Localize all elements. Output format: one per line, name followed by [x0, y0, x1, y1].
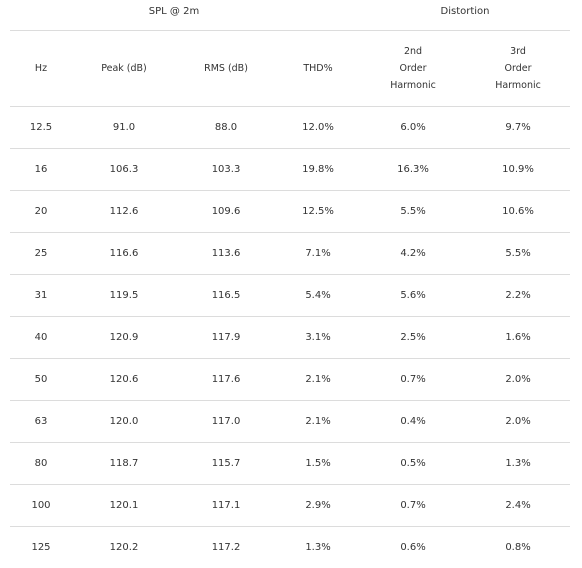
cell-hz: 63	[10, 401, 72, 443]
cell-thd: 1.5%	[276, 443, 360, 485]
cell-second-harmonic: 0.6%	[360, 527, 466, 568]
table-row: 63 120.0 117.0 2.1% 0.4% 2.0%	[10, 401, 570, 443]
table-row: 80 118.7 115.7 1.5% 0.5% 1.3%	[10, 443, 570, 485]
cell-second-harmonic: 0.7%	[360, 359, 466, 401]
group-header-spl: SPL @ 2m	[72, 0, 276, 31]
cell-thd: 2.9%	[276, 485, 360, 527]
cell-third-harmonic: 1.6%	[466, 317, 570, 359]
header-line: Order	[360, 60, 466, 77]
cell-hz: 25	[10, 233, 72, 275]
column-header-thd: THD%	[276, 31, 360, 107]
cell-peak: 91.0	[72, 107, 176, 149]
cell-third-harmonic: 10.6%	[466, 191, 570, 233]
table-row: 25 116.6 113.6 7.1% 4.2% 5.5%	[10, 233, 570, 275]
cell-rms: 117.2	[176, 527, 276, 568]
column-header-peak: Peak (dB)	[72, 31, 176, 107]
cell-peak: 120.9	[72, 317, 176, 359]
header-line: Order	[466, 60, 570, 77]
cell-second-harmonic: 6.0%	[360, 107, 466, 149]
cell-second-harmonic: 2.5%	[360, 317, 466, 359]
cell-third-harmonic: 10.9%	[466, 149, 570, 191]
header-line: 3rd	[466, 43, 570, 60]
cell-second-harmonic: 16.3%	[360, 149, 466, 191]
cell-second-harmonic: 5.5%	[360, 191, 466, 233]
cell-rms: 117.1	[176, 485, 276, 527]
table-row: 16 106.3 103.3 19.8% 16.3% 10.9%	[10, 149, 570, 191]
group-header-spacer	[276, 0, 360, 31]
table-row: 40 120.9 117.9 3.1% 2.5% 1.6%	[10, 317, 570, 359]
table-row: 125 120.2 117.2 1.3% 0.6% 0.8%	[10, 527, 570, 568]
cell-thd: 7.1%	[276, 233, 360, 275]
column-header-second-order-harmonic: 2nd Order Harmonic	[360, 31, 466, 107]
cell-rms: 117.9	[176, 317, 276, 359]
header-line: Harmonic	[466, 77, 570, 94]
cell-rms: 117.6	[176, 359, 276, 401]
cell-thd: 5.4%	[276, 275, 360, 317]
cell-peak: 120.1	[72, 485, 176, 527]
table-row: 12.5 91.0 88.0 12.0% 6.0% 9.7%	[10, 107, 570, 149]
cell-hz: 16	[10, 149, 72, 191]
cell-peak: 112.6	[72, 191, 176, 233]
cell-thd: 1.3%	[276, 527, 360, 568]
group-header-row: SPL @ 2m Distortion	[10, 0, 570, 31]
cell-thd: 2.1%	[276, 359, 360, 401]
cell-second-harmonic: 0.7%	[360, 485, 466, 527]
cell-third-harmonic: 5.5%	[466, 233, 570, 275]
cell-hz: 80	[10, 443, 72, 485]
cell-third-harmonic: 2.2%	[466, 275, 570, 317]
table-row: 100 120.1 117.1 2.9% 0.7% 2.4%	[10, 485, 570, 527]
cell-second-harmonic: 0.4%	[360, 401, 466, 443]
header-line: Harmonic	[360, 77, 466, 94]
cell-rms: 113.6	[176, 233, 276, 275]
column-header-hz: Hz	[10, 31, 72, 107]
cell-thd: 19.8%	[276, 149, 360, 191]
table-row: 31 119.5 116.5 5.4% 5.6% 2.2%	[10, 275, 570, 317]
cell-thd: 3.1%	[276, 317, 360, 359]
cell-peak: 120.2	[72, 527, 176, 568]
cell-hz: 40	[10, 317, 72, 359]
cell-rms: 88.0	[176, 107, 276, 149]
cell-hz: 50	[10, 359, 72, 401]
cell-peak: 116.6	[72, 233, 176, 275]
cell-hz: 12.5	[10, 107, 72, 149]
measurement-table: SPL @ 2m Distortion Hz Peak (dB) RMS (dB…	[10, 0, 570, 568]
cell-peak: 118.7	[72, 443, 176, 485]
table-row: 20 112.6 109.6 12.5% 5.5% 10.6%	[10, 191, 570, 233]
column-header-row: Hz Peak (dB) RMS (dB) THD% 2nd Order Har…	[10, 31, 570, 107]
cell-third-harmonic: 2.0%	[466, 401, 570, 443]
cell-rms: 103.3	[176, 149, 276, 191]
cell-hz: 125	[10, 527, 72, 568]
cell-hz: 31	[10, 275, 72, 317]
cell-third-harmonic: 2.4%	[466, 485, 570, 527]
cell-peak: 120.6	[72, 359, 176, 401]
cell-third-harmonic: 9.7%	[466, 107, 570, 149]
cell-second-harmonic: 0.5%	[360, 443, 466, 485]
cell-rms: 117.0	[176, 401, 276, 443]
column-header-third-order-harmonic: 3rd Order Harmonic	[466, 31, 570, 107]
cell-peak: 106.3	[72, 149, 176, 191]
cell-rms: 115.7	[176, 443, 276, 485]
cell-peak: 119.5	[72, 275, 176, 317]
cell-hz: 100	[10, 485, 72, 527]
cell-third-harmonic: 0.8%	[466, 527, 570, 568]
cell-peak: 120.0	[72, 401, 176, 443]
cell-thd: 12.5%	[276, 191, 360, 233]
cell-thd: 2.1%	[276, 401, 360, 443]
cell-third-harmonic: 2.0%	[466, 359, 570, 401]
column-header-rms: RMS (dB)	[176, 31, 276, 107]
cell-rms: 116.5	[176, 275, 276, 317]
header-line: 2nd	[360, 43, 466, 60]
cell-second-harmonic: 4.2%	[360, 233, 466, 275]
group-header-spacer	[10, 0, 72, 31]
cell-hz: 20	[10, 191, 72, 233]
cell-third-harmonic: 1.3%	[466, 443, 570, 485]
group-header-distortion: Distortion	[360, 0, 570, 31]
cell-thd: 12.0%	[276, 107, 360, 149]
cell-second-harmonic: 5.6%	[360, 275, 466, 317]
cell-rms: 109.6	[176, 191, 276, 233]
table-row: 50 120.6 117.6 2.1% 0.7% 2.0%	[10, 359, 570, 401]
